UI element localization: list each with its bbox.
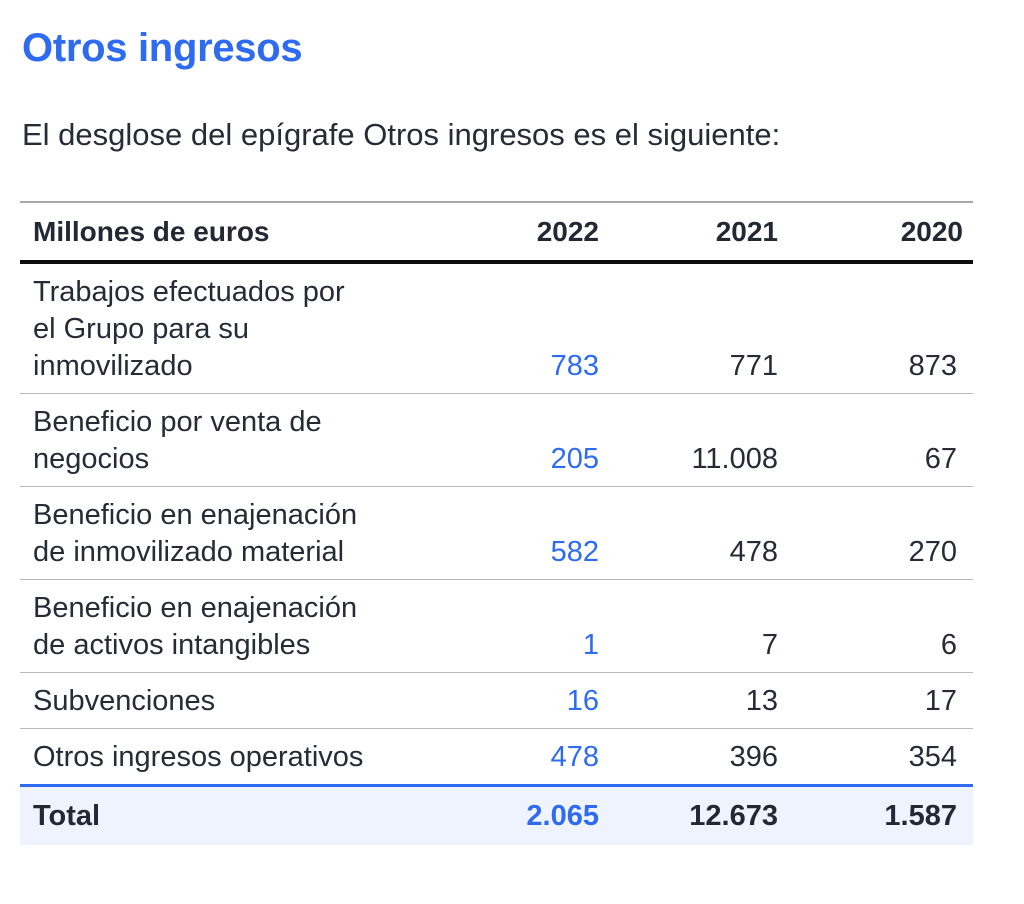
value-2021: 7	[599, 579, 778, 673]
value-2020: 6	[778, 579, 973, 673]
column-header-2021: 2021	[599, 202, 778, 264]
value-2022: 582	[458, 486, 599, 580]
value-2021: 11.008	[599, 393, 778, 487]
row-label-line: el Grupo para su	[33, 313, 250, 345]
row-label-line: Beneficio en enajenación	[33, 592, 358, 624]
row-label-line: inmovilizado	[33, 350, 193, 382]
value-2022: 16	[458, 672, 599, 729]
value-2022: 1	[458, 579, 599, 673]
row-label-line: de activos intangibles	[33, 629, 311, 661]
table-row: Beneficio en enajenación de inmovilizado …	[20, 486, 973, 580]
row-label-line: Beneficio en enajenación	[33, 499, 358, 531]
row-label: Trabajos efectuados por el Grupo para su i…	[20, 262, 458, 394]
total-2022: 2.065	[458, 785, 599, 845]
row-label-line: Subvenciones	[33, 685, 216, 717]
table-row: Trabajos efectuados por el Grupo para su i…	[20, 262, 973, 394]
row-label-line: negocios	[33, 443, 150, 475]
value-2021: 13	[599, 672, 778, 729]
value-2020: 67	[778, 393, 973, 487]
row-label: Beneficio en enajenación de inmovilizado …	[20, 486, 458, 580]
other-income-table-container: Millones de euros 2022 2021 2020 Trabajo…	[20, 201, 973, 845]
value-2022: 783	[458, 262, 599, 394]
column-header-label: Millones de euros	[20, 202, 458, 264]
total-label: Total	[20, 785, 458, 845]
table-row: Beneficio en enajenación de activos intan…	[20, 579, 973, 673]
total-2020: 1.587	[778, 785, 973, 845]
value-2020: 873	[778, 262, 973, 394]
row-label-line: de inmovilizado material	[33, 536, 345, 568]
column-header-2022: 2022	[458, 202, 599, 264]
table-body: Trabajos efectuados por el Grupo para su i…	[20, 262, 973, 787]
table-row: Beneficio por venta de negocios 205 11.008 6…	[20, 393, 973, 487]
table-row: Otros ingresos operativos 478 396 354	[20, 728, 973, 787]
value-2022: 205	[458, 393, 599, 487]
value-2020: 270	[778, 486, 973, 580]
value-2022: 478	[458, 728, 599, 787]
column-header-2020: 2020	[778, 202, 973, 264]
intro-text: El desglose del epígrafe Otros ingresos …	[22, 117, 781, 152]
page-title: Otros ingresos	[22, 26, 303, 70]
value-2021: 478	[599, 486, 778, 580]
value-2020: 17	[778, 672, 973, 729]
value-2020: 354	[778, 728, 973, 787]
row-label-line: Otros ingresos operativos	[33, 741, 364, 773]
row-label-line: Beneficio por venta de	[33, 406, 322, 438]
row-label: Beneficio por venta de negocios	[20, 393, 458, 487]
value-2021: 771	[599, 262, 778, 394]
table-header-row: Millones de euros 2022 2021 2020	[20, 202, 973, 264]
total-row: Total 2.065 12.673 1.587	[20, 785, 973, 845]
other-income-table: Millones de euros 2022 2021 2020 Trabajo…	[20, 201, 973, 845]
row-label: Otros ingresos operativos	[20, 728, 458, 787]
row-label-line: Trabajos efectuados por	[33, 276, 345, 308]
total-2021: 12.673	[599, 785, 778, 845]
row-label: Beneficio en enajenación de activos intan…	[20, 579, 458, 673]
row-label: Subvenciones	[20, 672, 458, 729]
table-row: Subvenciones 16 13 17	[20, 672, 973, 729]
value-2021: 396	[599, 728, 778, 787]
